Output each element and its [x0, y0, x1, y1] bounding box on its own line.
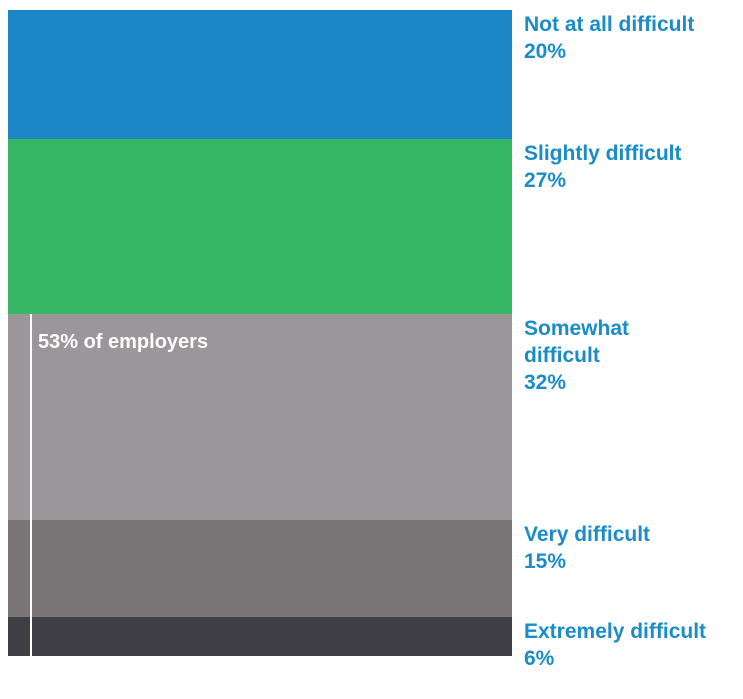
segment-label-1: Not at all difficult 20%: [524, 11, 743, 65]
value-label: 15%: [524, 550, 567, 573]
bar-segment-1: [8, 10, 512, 139]
category-label: Slightly difficult: [524, 142, 682, 165]
category-label: Not at all difficult: [524, 13, 695, 36]
bar-segment-5: [8, 617, 512, 656]
segment-label-3: Somewhat difficult 32%: [524, 315, 743, 396]
bar-segment-2: [8, 139, 512, 314]
stacked-bar: [8, 10, 512, 656]
segment-label-5: Extremely difficult 6%: [524, 618, 743, 672]
bar-segment-3: [8, 314, 512, 520]
category-label: Extremely difficult: [524, 620, 707, 643]
bar-segment-4: [8, 520, 512, 617]
segment-label-4: Very difficult 15%: [524, 521, 743, 575]
value-label: 6%: [524, 647, 555, 670]
category-label: Very difficult: [524, 523, 651, 546]
annotation-bracket-line: [30, 314, 32, 656]
value-label: 20%: [524, 40, 567, 63]
value-label: 32%: [524, 371, 567, 394]
segment-label-2: Slightly difficult 27%: [524, 140, 743, 194]
category-label: difficult: [524, 344, 600, 367]
category-label: Somewhat: [524, 317, 630, 340]
value-label: 27%: [524, 169, 567, 192]
annotation-label: 53% of employers: [38, 331, 209, 353]
